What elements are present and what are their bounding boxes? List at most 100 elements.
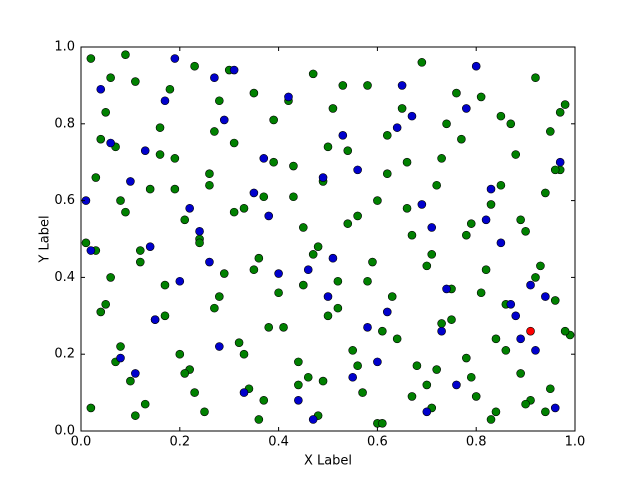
- scatter-point: [328, 253, 338, 263]
- scatter-point: [175, 349, 185, 359]
- scatter-point: [86, 246, 96, 255]
- scatter-point: [195, 227, 204, 236]
- scatter-point: [289, 192, 298, 202]
- scatter-point: [323, 142, 333, 152]
- scatter-point: [541, 407, 550, 417]
- scatter-point: [353, 211, 362, 221]
- scatter-point: [289, 161, 298, 171]
- scatter-point: [462, 230, 471, 240]
- scatter-point: [170, 154, 180, 163]
- scatter-point: [397, 81, 407, 90]
- scatter-point: [491, 407, 501, 417]
- scatter-point: [412, 361, 422, 371]
- scatter-point: [210, 127, 219, 136]
- scatter-point: [249, 188, 259, 198]
- scatter-point: [323, 292, 333, 301]
- scatter-point: [555, 107, 565, 117]
- scatter-point: [239, 349, 249, 359]
- scatter-point: [239, 203, 249, 213]
- scatter-point: [378, 419, 387, 428]
- scatter-point: [234, 338, 244, 347]
- scatter-point: [531, 273, 540, 282]
- scatter-point: [555, 157, 565, 167]
- scatter-point: [106, 273, 115, 282]
- scatter-point: [116, 196, 125, 205]
- scatter-point: [378, 326, 387, 336]
- scatter-point: [368, 257, 377, 267]
- scatter-point: [215, 342, 224, 351]
- y-axis-label: Y Label: [38, 215, 53, 263]
- scatter-point: [407, 392, 417, 401]
- scatter-point: [343, 219, 353, 228]
- scatter-point: [121, 207, 130, 217]
- y-tick-label: 1.0: [54, 40, 75, 55]
- scatter-point: [264, 323, 274, 332]
- scatter-point: [432, 365, 441, 374]
- scatter-point: [462, 353, 471, 363]
- scatter-point: [407, 230, 417, 240]
- scatter-point: [200, 407, 209, 417]
- scatter-point: [229, 65, 239, 75]
- scatter-point: [422, 261, 432, 271]
- scatter-point: [190, 388, 199, 397]
- scatter-point: [481, 215, 491, 225]
- scatter-point: [116, 353, 125, 363]
- scatter-point: [219, 115, 229, 125]
- scatter-point: [229, 207, 239, 217]
- scatter-point: [131, 369, 140, 378]
- scatter-point: [135, 257, 145, 267]
- scatter-point: [437, 154, 446, 163]
- scatter-point: [496, 180, 506, 190]
- scatter-point: [215, 292, 224, 301]
- scatter-point: [476, 288, 486, 298]
- scatter-point: [417, 200, 427, 209]
- scatter-point: [145, 242, 155, 251]
- scatter-point: [521, 399, 530, 409]
- scatter-point: [486, 415, 496, 424]
- scatter-point: [476, 92, 486, 102]
- scatter-point: [452, 88, 461, 98]
- scatter-point: [363, 81, 372, 90]
- scatter-point: [427, 250, 437, 259]
- scatter-point: [526, 326, 535, 336]
- scatter-point: [160, 280, 170, 290]
- scatter-point: [298, 280, 308, 290]
- scatter-point: [308, 69, 318, 79]
- scatter-point: [387, 292, 397, 301]
- plot-frame: [80, 46, 576, 432]
- scatter-point: [382, 131, 392, 140]
- scatter-point: [126, 376, 135, 386]
- scatter-point: [239, 388, 249, 397]
- scatter-point: [437, 319, 446, 328]
- scatter-point: [294, 357, 303, 367]
- scatter-point: [560, 100, 570, 109]
- scatter-point: [521, 227, 530, 236]
- scatter-point: [501, 346, 511, 355]
- scatter-point: [155, 123, 165, 132]
- x-tick-label: 0.0: [71, 435, 92, 450]
- scatter-point: [185, 203, 194, 213]
- scatter-point: [373, 196, 382, 205]
- scatter-point: [511, 150, 521, 159]
- scatter-point: [160, 96, 170, 106]
- scatter-point: [96, 134, 106, 144]
- scatter-point: [101, 299, 110, 309]
- scatter-point: [481, 265, 491, 275]
- scatter-point: [516, 334, 525, 344]
- scatter-point: [140, 399, 150, 409]
- scatter-point: [407, 111, 417, 121]
- scatter-point: [526, 280, 535, 290]
- scatter-point: [333, 303, 343, 313]
- scatter-point: [466, 219, 476, 228]
- x-tick-label: 1.0: [565, 435, 586, 450]
- scatter-point: [338, 131, 348, 140]
- scatter-point: [447, 315, 456, 324]
- scatter-point: [382, 169, 392, 179]
- y-tick-label: 0.2: [54, 347, 75, 362]
- scatter-point: [486, 200, 496, 209]
- scatter-point: [318, 376, 328, 386]
- scatter-point: [131, 411, 140, 420]
- scatter-point: [279, 323, 288, 332]
- scatter-point: [442, 284, 451, 294]
- scatter-point: [155, 150, 165, 159]
